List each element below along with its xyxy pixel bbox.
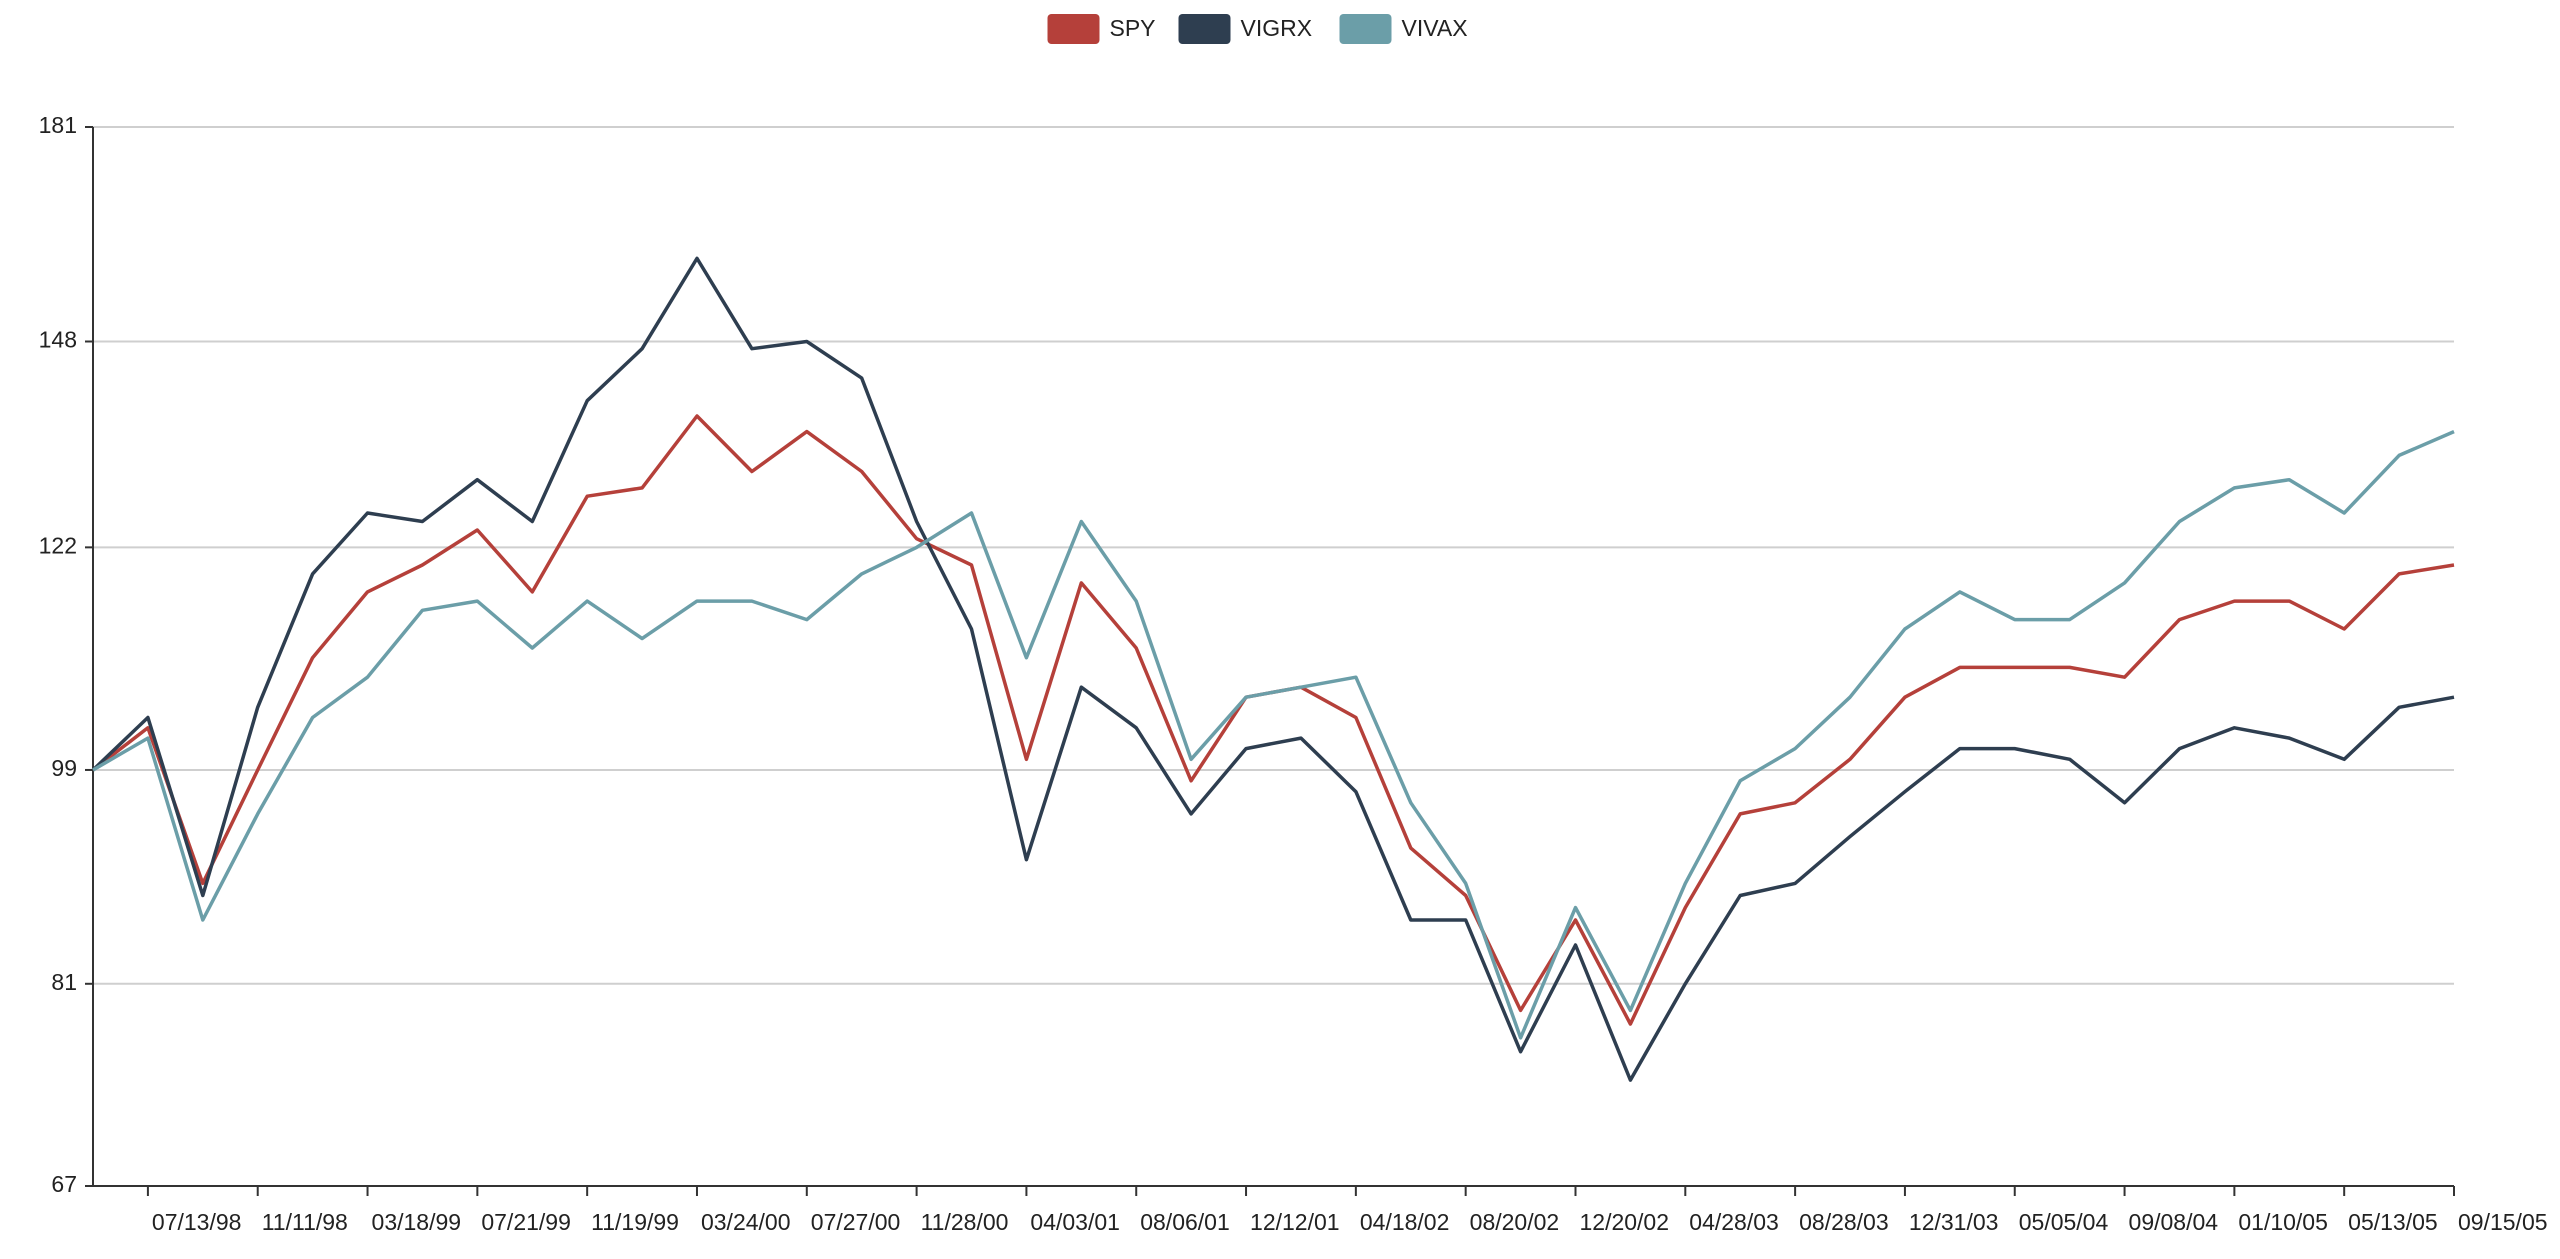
x-tick-label: 08/06/01	[1140, 1209, 1230, 1235]
legend-swatch	[1339, 14, 1392, 44]
legend-label: VIGRX	[1241, 15, 1313, 41]
x-tick-label: 04/03/01	[1030, 1209, 1120, 1235]
x-tick-label: 05/13/05	[2348, 1209, 2438, 1235]
x-tick-label: 01/10/05	[2238, 1209, 2328, 1235]
y-tick-label: 67	[51, 1171, 77, 1197]
x-tick-label: 04/18/02	[1360, 1209, 1450, 1235]
x-tick-label: 09/15/05	[2458, 1209, 2548, 1235]
x-tick-label: 12/12/01	[1250, 1209, 1340, 1235]
x-tick-label: 09/08/04	[2129, 1209, 2219, 1235]
x-tick-label: 08/20/02	[1470, 1209, 1560, 1235]
x-tick-label: 04/28/03	[1689, 1209, 1779, 1235]
legend-label: SPY	[1110, 15, 1156, 41]
y-tick-label: 122	[39, 532, 77, 558]
x-tick-label: 03/18/99	[372, 1209, 462, 1235]
legend-swatch	[1178, 14, 1231, 44]
y-tick-label: 181	[39, 112, 77, 138]
series-line	[91, 256, 2455, 1082]
x-tick-label: 12/20/02	[1579, 1209, 1669, 1235]
x-tick-label: 08/28/03	[1799, 1209, 1889, 1235]
y-tick-label: 99	[51, 755, 77, 781]
x-tick-label: 07/27/00	[811, 1209, 901, 1235]
series-line	[91, 414, 2455, 1026]
x-tick-label: 11/19/99	[591, 1209, 679, 1235]
legend-swatch	[1047, 14, 1100, 44]
x-tick-label: 05/05/04	[2019, 1209, 2109, 1235]
x-tick-label: 07/13/98	[152, 1209, 242, 1235]
x-tick-label: 03/24/00	[701, 1209, 791, 1235]
legend-label: VIVAX	[1402, 15, 1468, 41]
x-tick-label: 07/21/99	[481, 1209, 571, 1235]
y-tick-label: 81	[51, 969, 77, 995]
x-tick-label: 11/28/00	[921, 1209, 1009, 1235]
y-tick-label: 148	[39, 327, 77, 353]
series-line	[92, 429, 2455, 1040]
x-tick-label: 12/31/03	[1909, 1209, 1999, 1235]
x-tick-label: 11/11/98	[262, 1209, 348, 1235]
